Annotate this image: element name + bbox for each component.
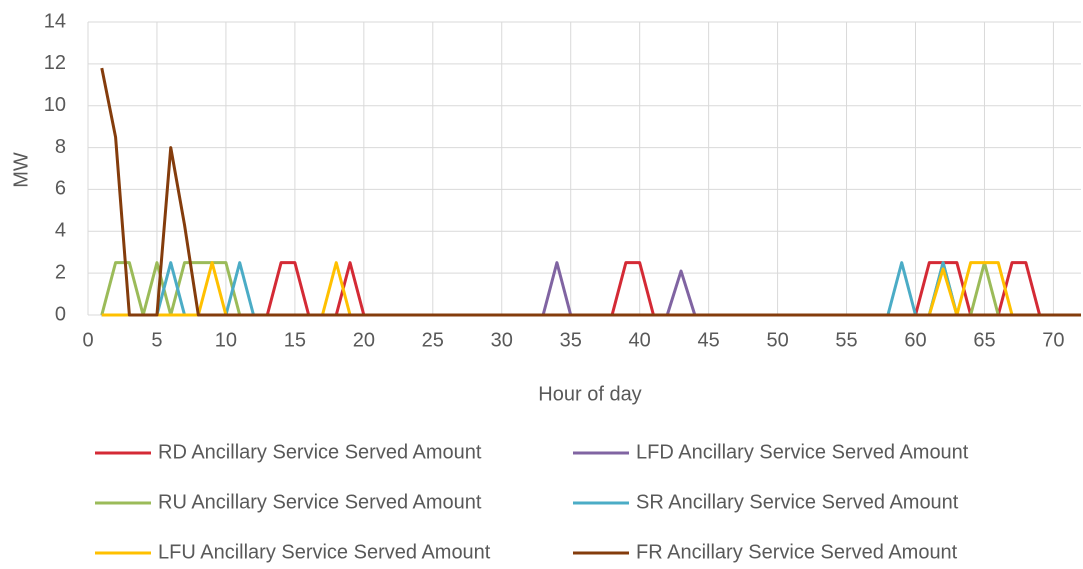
x-tick-label: 55 xyxy=(835,329,857,351)
series-line xyxy=(100,261,1081,317)
legend-label: RU Ancillary Service Served Amount xyxy=(158,491,482,513)
x-tick-label: 15 xyxy=(284,329,306,351)
x-axis-title: Hour of day xyxy=(538,383,641,405)
y-tick-label: 8 xyxy=(55,136,66,158)
y-tick-label: 14 xyxy=(44,10,66,32)
x-tick-label: 45 xyxy=(698,329,720,351)
y-tick-label: 12 xyxy=(44,52,66,74)
x-tick-label: 35 xyxy=(560,329,582,351)
series-line xyxy=(101,261,1081,317)
series-line xyxy=(100,67,1081,317)
y-tick-label: 6 xyxy=(55,178,66,200)
y-axis-title: MW xyxy=(10,152,32,188)
x-tick-label: 5 xyxy=(151,329,162,351)
x-tick-label: 10 xyxy=(215,329,237,351)
x-tick-label: 20 xyxy=(353,329,375,351)
y-tick-label: 2 xyxy=(55,261,66,283)
series-line xyxy=(101,261,1081,317)
x-tick-label: 70 xyxy=(1042,329,1064,351)
legend-label: SR Ancillary Service Served Amount xyxy=(636,491,959,513)
legend-label: FR Ancillary Service Served Amount xyxy=(636,541,958,563)
legend-label: RD Ancillary Service Served Amount xyxy=(158,441,482,463)
x-tick-label: 40 xyxy=(629,329,651,351)
legend-label: LFU Ancillary Service Served Amount xyxy=(158,541,491,563)
y-tick-label: 10 xyxy=(44,94,66,116)
series-line xyxy=(101,261,1081,317)
x-tick-label: 65 xyxy=(973,329,995,351)
x-tick-label: 30 xyxy=(491,329,513,351)
series-line xyxy=(101,261,1081,317)
x-tick-label: 25 xyxy=(422,329,444,351)
x-tick-label: 0 xyxy=(82,329,93,351)
x-tick-label: 60 xyxy=(904,329,926,351)
y-tick-label: 0 xyxy=(55,303,66,325)
legend-label: LFD Ancillary Service Served Amount xyxy=(636,441,969,463)
y-tick-label: 4 xyxy=(55,220,66,242)
x-tick-label: 50 xyxy=(766,329,788,351)
